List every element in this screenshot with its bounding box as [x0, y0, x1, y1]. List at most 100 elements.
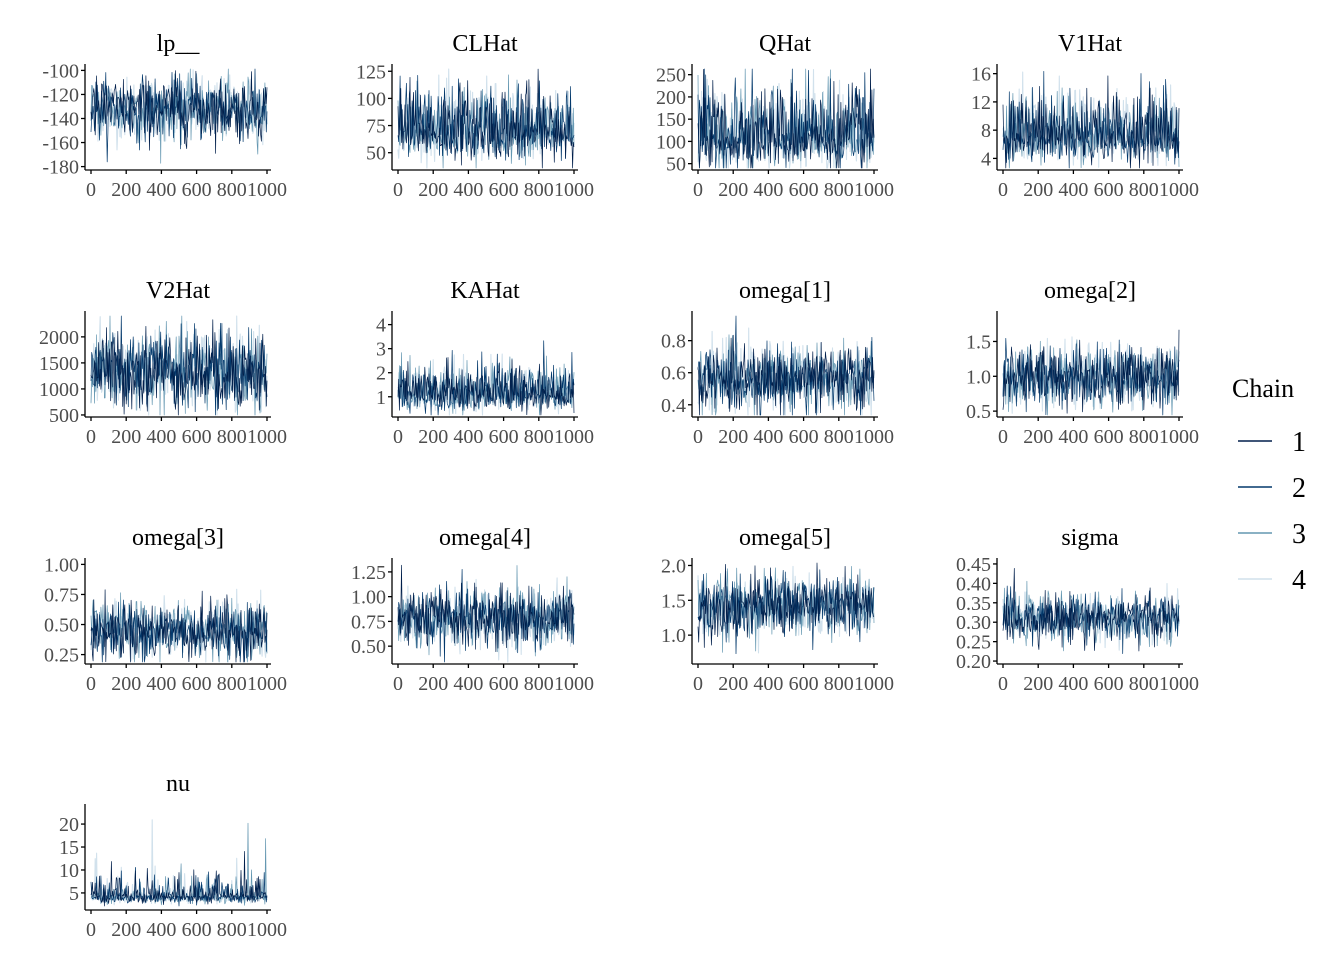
y-tick-label: 50: [666, 154, 686, 176]
trace-lines: [397, 68, 575, 169]
chain-2-trace: [697, 315, 875, 416]
x-tick-label: 0: [998, 426, 1008, 448]
x-tick-label: 200: [718, 673, 748, 695]
y-tick-label: -160: [42, 133, 79, 155]
panel-title: lp__: [157, 31, 201, 57]
y-tick-label: 10: [59, 860, 79, 882]
y-tick-label: 0.20: [956, 651, 991, 673]
x-tick-label: 0: [86, 673, 96, 695]
y-tick-label: 4: [981, 148, 991, 170]
trace-lines: [1002, 329, 1180, 416]
x-tick-label: 400: [146, 179, 176, 201]
y-tick-label: 8: [981, 120, 991, 142]
x-tick-label: 1000: [1159, 673, 1199, 695]
x-tick-label: 400: [146, 426, 176, 448]
x-tick-label: 800: [824, 673, 854, 695]
x-tick-label: 800: [217, 919, 247, 941]
y-tick-label: 75: [366, 116, 386, 138]
y-tick-label: 250: [656, 65, 686, 87]
y-tick-label: 4: [376, 315, 386, 337]
chain-3-trace: [1002, 339, 1180, 416]
x-tick-label: 800: [217, 179, 247, 201]
y-tick-label: 2000: [39, 327, 79, 349]
y-tick-label: 1.5: [661, 590, 686, 612]
x-tick-label: 400: [753, 673, 783, 695]
x-tick-label: 200: [1023, 179, 1053, 201]
x-tick-label: 0: [693, 179, 703, 201]
legend-label: 3: [1292, 519, 1306, 550]
legend-label: 2: [1292, 473, 1306, 504]
y-tick-label: 0.50: [44, 615, 79, 637]
legend-label: 1: [1292, 427, 1306, 458]
x-tick-label: 600: [182, 179, 212, 201]
chain-2-trace: [397, 340, 575, 416]
x-tick-label: 400: [453, 426, 483, 448]
x-tick-label: 800: [217, 673, 247, 695]
legend-entry-chain-4: 4: [1238, 565, 1306, 596]
y-tick-label: 0.5: [966, 401, 991, 423]
x-tick-label: 400: [1058, 426, 1088, 448]
y-tick-label: 500: [49, 405, 79, 427]
x-tick-label: 1000: [247, 426, 287, 448]
x-tick-label: 1000: [554, 673, 594, 695]
x-tick-label: 800: [824, 179, 854, 201]
x-tick-label: 600: [1094, 179, 1124, 201]
x-tick-label: 200: [111, 179, 141, 201]
y-tick-label: 100: [656, 131, 686, 153]
trace-panel-omega-1: omega[1] 0.4 0.6 0.8 0 200 400 600 800 1000: [661, 278, 894, 448]
panel-title: KAHat: [450, 278, 520, 304]
panel-title: CLHat: [452, 31, 518, 57]
x-tick-label: 1000: [554, 426, 594, 448]
x-tick-label: 1000: [1159, 426, 1199, 448]
y-tick-label: 2: [376, 363, 386, 385]
x-tick-label: 0: [998, 673, 1008, 695]
trace-panel-omega-4: omega[4] 0.50 0.751.00 1.25 0 200 400 600 800 100…: [351, 525, 594, 695]
trace-panel-clhat: CLHat 50 75 100 125 0 200 400 600 800 1000: [356, 31, 594, 201]
x-tick-label: 200: [1023, 426, 1053, 448]
panel-title: omega[2]: [1044, 278, 1136, 304]
x-tick-label: 200: [111, 426, 141, 448]
x-tick-label: 1000: [854, 426, 894, 448]
y-tick-label: 0.35: [956, 593, 991, 615]
trace-lines: [697, 68, 875, 169]
y-tick-label: 16: [971, 64, 991, 86]
y-tick-label: 5: [69, 883, 79, 905]
y-tick-label: 1.25: [351, 562, 386, 584]
chain-1-trace: [1002, 329, 1180, 414]
panel-title: omega[4]: [439, 525, 531, 551]
x-tick-label: 800: [1129, 179, 1159, 201]
y-tick-label: 1.0: [966, 366, 991, 388]
y-tick-label: 1.00: [351, 587, 386, 609]
trace-lines: [90, 588, 268, 663]
trace-panel-omega-2: omega[2] 0.5 1.0 1.5 0 200 400 600 800 1000: [966, 278, 1199, 448]
chain-1-trace: [90, 70, 268, 154]
y-tick-label: 0.75: [351, 611, 386, 633]
panel-title: omega[5]: [739, 525, 831, 551]
y-tick-label: 0.50: [351, 636, 386, 658]
x-tick-label: 0: [86, 179, 96, 201]
y-tick-label: 2.0: [661, 555, 686, 577]
x-tick-label: 800: [824, 426, 854, 448]
chain-2-trace: [697, 68, 875, 169]
legend-entry-chain-2: 2: [1238, 473, 1306, 504]
trace-lines: [1002, 70, 1180, 169]
x-tick-label: 800: [524, 179, 554, 201]
y-tick-label: -100: [42, 60, 79, 82]
x-tick-label: 200: [418, 426, 448, 448]
panel-title: QHat: [759, 31, 811, 57]
panel-title: nu: [166, 771, 190, 797]
trace-lines: [90, 819, 268, 907]
trace-lines: [397, 340, 575, 416]
y-tick-label: 1: [376, 387, 386, 409]
y-tick-label: 125: [356, 61, 386, 83]
x-tick-label: 0: [86, 426, 96, 448]
x-tick-label: 200: [1023, 673, 1053, 695]
trace-panel-v1hat: V1Hat 4 8 12 16 0 200 400 600 800 1000: [971, 31, 1199, 201]
y-tick-label: 200: [656, 87, 686, 109]
x-tick-label: 800: [524, 673, 554, 695]
chain-1-trace: [697, 334, 875, 416]
trace-panel-sigma: sigma 0.200.250.300.350.400.45 0 200 400 600 8…: [956, 525, 1199, 695]
x-tick-label: 200: [111, 919, 141, 941]
